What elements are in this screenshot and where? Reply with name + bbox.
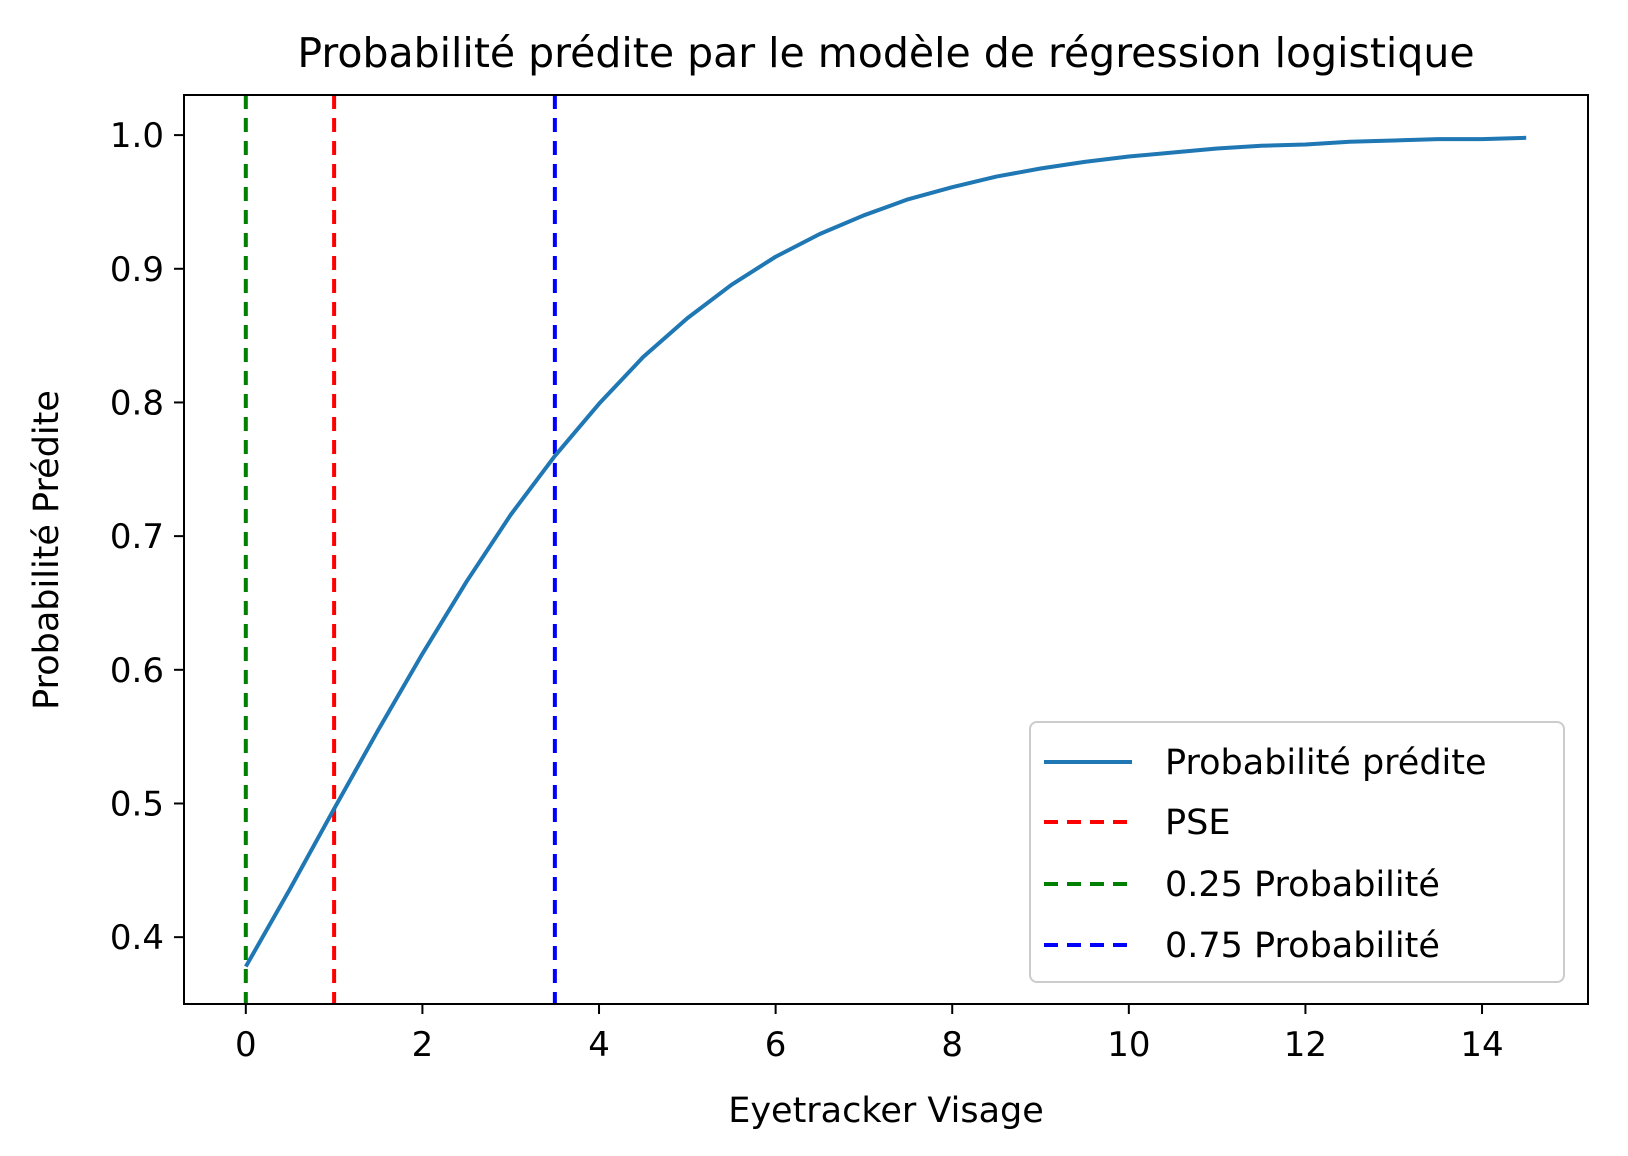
chart-title: Probabilité prédite par le modèle de rég… (297, 29, 1474, 77)
y-tick-label: 0.8 (110, 383, 164, 423)
y-tick-label: 0.9 (110, 250, 164, 290)
y-tick-label: 1.0 (110, 116, 164, 156)
plot-frame (183, 94, 1589, 1005)
data-series (244, 135, 1527, 968)
x-tick-label: 6 (765, 1025, 787, 1065)
plot-area (243, 95, 1527, 1004)
y-tick-label: 0.5 (110, 784, 164, 824)
y-tick-label: 0.4 (110, 918, 164, 958)
x-tick-label: 12 (1284, 1025, 1327, 1065)
legend-label: Probabilité prédite (1165, 743, 1487, 783)
legend: Probabilité prédite PSE 0.25 Probabilité 0.… (1029, 721, 1565, 983)
x-tick-label: 10 (1107, 1025, 1150, 1065)
legend-box (1029, 721, 1565, 983)
x-tick-label: 14 (1460, 1025, 1503, 1065)
y-axis-label: Probabilité Prédite (27, 390, 67, 710)
x-tick-label: 0 (235, 1025, 257, 1065)
legend-label: 0.25 Probabilité (1165, 865, 1440, 905)
x-tick-label: 4 (588, 1025, 610, 1065)
x-axis-label: Eyetracker Visage (728, 1091, 1044, 1131)
y-tick-label: 0.7 (110, 517, 164, 557)
series-line (244, 135, 1527, 968)
x-axis-ticks: 0 2 4 6 8 10 12 14 (235, 1004, 1504, 1065)
reference-lines (243, 95, 557, 1004)
x-tick-label: 2 (412, 1025, 434, 1065)
legend-label: PSE (1165, 803, 1230, 843)
y-axis-ticks: 0.4 0.5 0.6 0.7 0.8 0.9 1.0 (110, 116, 184, 958)
y-tick-label: 0.6 (110, 651, 164, 691)
legend-label: 0.75 Probabilité (1165, 926, 1440, 966)
x-tick-label: 8 (941, 1025, 963, 1065)
